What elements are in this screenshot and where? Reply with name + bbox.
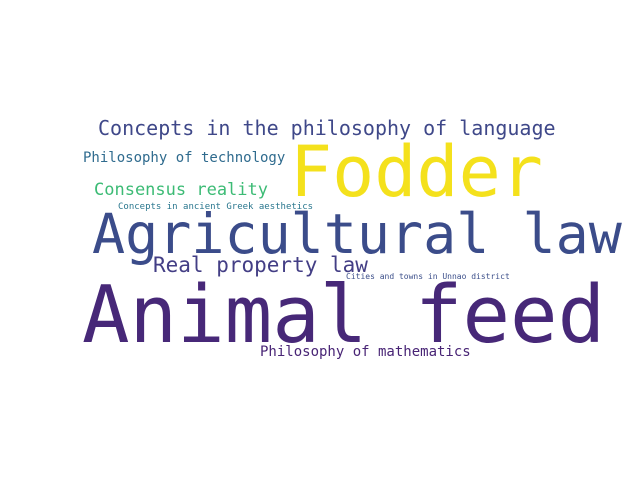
word-philosophy-technology: Philosophy of technology — [83, 150, 286, 166]
word-real-property-law: Real property law — [153, 253, 368, 277]
word-animal-feed: Animal feed — [82, 269, 606, 361]
word-philosophy-mathematics: Philosophy of mathematics — [260, 344, 471, 360]
word-concepts-philosophy-language: Concepts in the philosophy of language — [98, 116, 556, 140]
word-cities-towns-unnao: Cities and towns in Unnao district — [346, 272, 510, 281]
word-concepts-greek-aesthetics: Concepts in ancient Greek aesthetics — [118, 202, 314, 212]
word-fodder: Fodder — [290, 131, 543, 213]
word-agricultural-law: Agricultural law — [92, 202, 622, 266]
word-consensus-reality: Consensus reality — [94, 180, 268, 200]
